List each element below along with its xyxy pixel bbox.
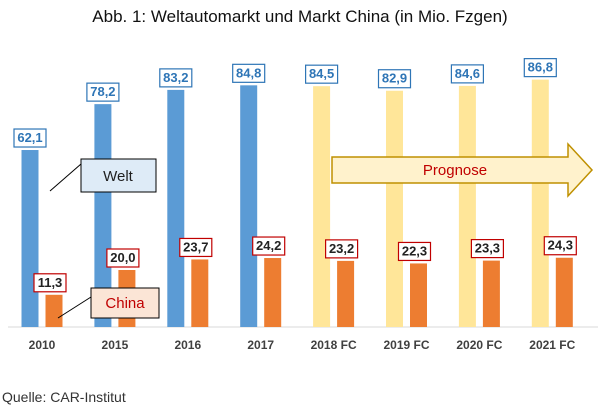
bar-welt-4	[313, 86, 331, 327]
data-label-china-4: 23,2	[325, 239, 359, 259]
data-label-welt-3-text: 84,8	[236, 65, 261, 80]
data-label-china-2-box	[179, 237, 213, 258]
data-label-china-3-box	[252, 236, 286, 256]
legend-leader-welt	[49, 163, 82, 192]
bar-china-0	[45, 294, 63, 327]
data-label-welt-4-box	[305, 64, 339, 84]
bar-china-2	[191, 259, 209, 327]
data-label-china-7-box	[543, 236, 577, 256]
x-tick-label-2: 2016	[174, 338, 201, 352]
data-label-china-5-text: 22,3	[402, 243, 427, 258]
bars-layer	[21, 79, 573, 328]
data-label-welt-2-text: 83,2	[163, 70, 188, 85]
data-label-welt-5-text: 82,9	[382, 71, 407, 86]
x-tick-labels: 2010 2015 2016 2017 2018 FC 2019 FC 2020 FC 202…	[29, 338, 576, 352]
data-labels-layer: 62,1 11,3 78,2 20,0 83,2 23,7 84,8 24,2 84,5 23,2…	[13, 58, 577, 293]
data-label-china-0-box	[33, 273, 67, 293]
data-label-china-6-text: 23,3	[475, 241, 500, 256]
data-label-welt-0-box	[13, 128, 47, 148]
data-label-china-4-text: 23,2	[329, 241, 354, 256]
legend-box-welt	[80, 158, 157, 193]
bar-welt-5	[386, 90, 403, 327]
x-tick-label-6: 2020 FC	[456, 338, 502, 352]
data-label-china-3: 24,2	[252, 236, 286, 256]
data-label-welt-2: 83,2	[159, 68, 193, 88]
legend-box-china	[90, 287, 160, 319]
data-label-welt-3: 84,8	[232, 63, 266, 83]
data-label-china-5-box	[397, 241, 432, 262]
bar-china-6	[482, 260, 500, 327]
data-label-welt-7: 86,8	[523, 58, 557, 78]
forecast-arrow-label: Prognose	[423, 162, 487, 179]
x-tick-label-0: 2010	[29, 338, 56, 352]
data-label-china-1-text: 20,0	[110, 250, 135, 265]
x-tick-label-7: 2021 FC	[529, 338, 575, 352]
data-label-china-0: 11,3	[33, 273, 67, 293]
source-note: Quelle: CAR-Institut	[2, 389, 126, 405]
data-label-welt-5-box	[377, 69, 412, 89]
x-tick-label-5: 2019 FC	[383, 338, 429, 352]
bar-welt-0	[21, 150, 39, 327]
data-label-welt-0-text: 62,1	[17, 130, 42, 145]
bar-welt-2	[167, 89, 185, 327]
x-tick-label-3: 2017	[247, 338, 274, 352]
data-label-welt-4-text: 84,5	[309, 66, 334, 81]
data-label-welt-7-box	[523, 58, 557, 78]
bar-china-7	[555, 257, 573, 327]
data-label-welt-1-text: 78,2	[90, 84, 115, 99]
bar-welt-7	[531, 79, 549, 328]
legend-leader-china	[57, 296, 92, 319]
data-label-china-0-text: 11,3	[38, 275, 63, 290]
data-label-china-1: 20,0	[106, 248, 140, 268]
data-label-china-1-box	[106, 248, 140, 268]
data-label-welt-6: 84,6	[450, 64, 484, 84]
bar-china-3	[264, 258, 282, 327]
legend-callout-china: China	[57, 287, 160, 319]
data-label-china-4-box	[325, 239, 359, 259]
data-label-welt-6-box	[450, 64, 484, 84]
data-label-china-6: 23,3	[470, 238, 504, 259]
legend-label-welt: Welt	[103, 168, 134, 185]
data-label-china-6-box	[470, 238, 504, 259]
data-label-welt-3-box	[232, 63, 266, 83]
data-label-welt-5: 82,9	[377, 69, 412, 89]
x-tick-label-1: 2015	[102, 338, 129, 352]
bar-welt-6	[458, 85, 476, 327]
data-label-china-2: 23,7	[179, 237, 213, 258]
data-label-welt-0: 62,1	[13, 128, 47, 148]
chart-title: Abb. 1: Weltautomarkt und Markt China (i…	[92, 7, 508, 26]
forecast-arrow-shape	[331, 142, 594, 198]
data-label-china-7-text: 24,3	[548, 238, 573, 253]
legend-callout-welt: Welt	[49, 158, 157, 193]
bar-china-4	[337, 260, 355, 327]
data-label-welt-4: 84,5	[305, 64, 339, 84]
data-label-china-3-text: 24,2	[256, 238, 281, 253]
data-label-welt-6-text: 84,6	[455, 66, 480, 81]
data-label-welt-1: 78,2	[86, 82, 120, 102]
data-label-welt-2-box	[159, 68, 193, 88]
forecast-arrow: Prognose	[331, 142, 594, 198]
data-label-china-2-text: 23,7	[183, 239, 208, 254]
bar-china-5	[410, 263, 427, 327]
data-label-welt-7-text: 86,8	[528, 60, 553, 75]
data-label-china-5: 22,3	[397, 241, 432, 262]
data-label-china-7: 24,3	[543, 236, 577, 256]
legend-label-china: China	[105, 295, 145, 312]
x-tick-label-4: 2018 FC	[311, 338, 357, 352]
bar-welt-3	[240, 85, 258, 327]
data-label-welt-1-box	[86, 82, 120, 102]
